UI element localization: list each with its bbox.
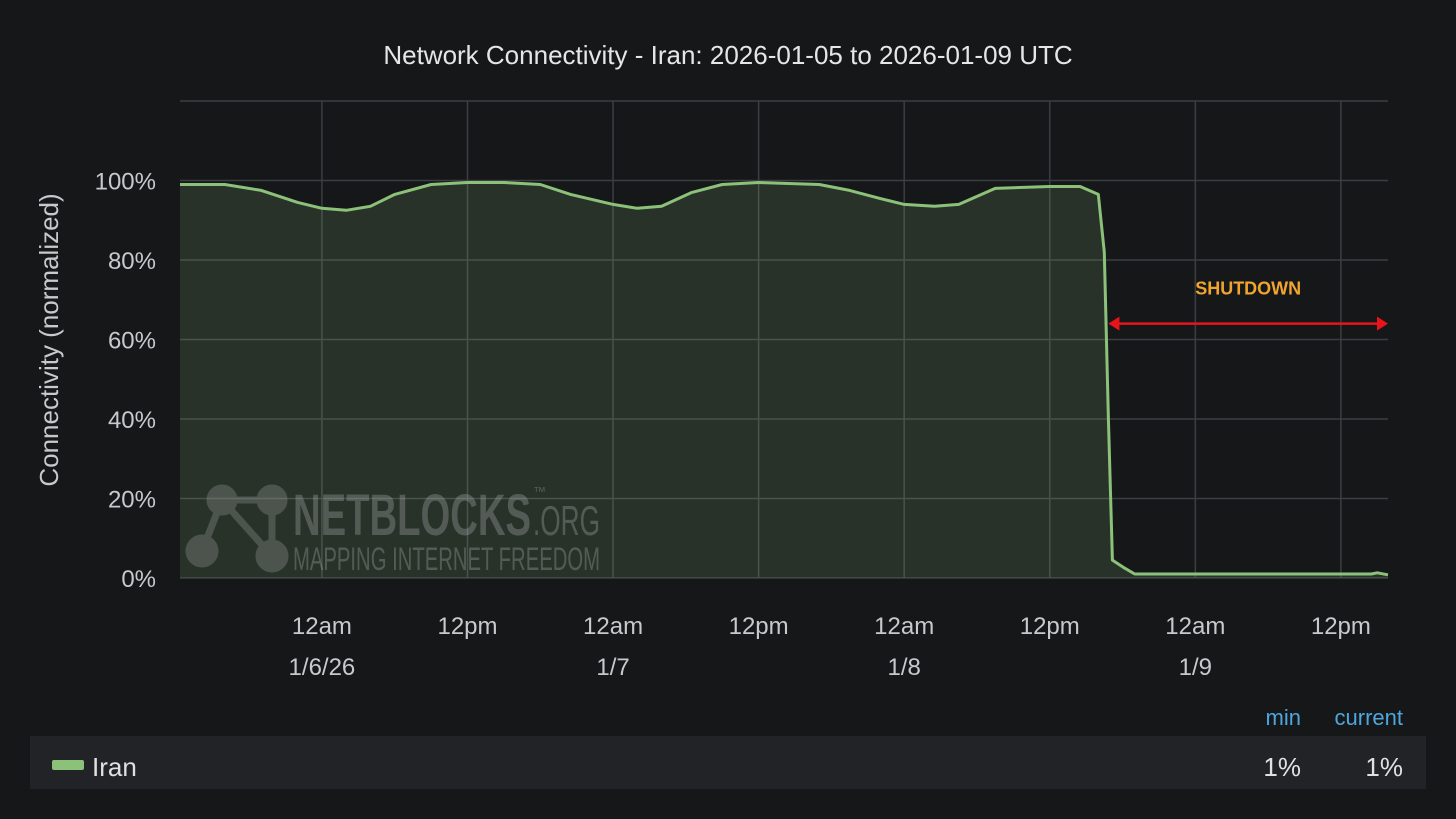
x-tick-label: 12am	[292, 613, 352, 640]
x-tick-label: 12am	[874, 613, 934, 640]
arrow-head	[1377, 316, 1388, 331]
x-tick-label: 1/9	[1179, 654, 1212, 681]
x-tick-label: 1/6/26	[289, 654, 356, 681]
x-tick-label: 12am	[583, 613, 643, 640]
annotation-text: SHUTDOWN	[1195, 279, 1301, 299]
area	[180, 182, 1388, 578]
watermark: NETBLOCKS .ORG ™ MAPPING INTERNET FREEDO…	[185, 483, 600, 577]
x-tick-label: 12am	[1165, 613, 1225, 640]
y-tick-label: 40%	[108, 407, 156, 434]
chart-title: Network Connectivity - Iran: 2026-01-05 …	[383, 40, 1072, 70]
legend-label: Iran	[92, 752, 137, 782]
y-tick-label: 60%	[108, 328, 156, 355]
x-tick-label: 12pm	[729, 613, 789, 640]
watermark-suffix: .ORG	[533, 497, 600, 544]
watermark-name: NETBLOCKS	[293, 483, 531, 548]
y-tick-label: 100%	[95, 169, 156, 196]
x-tick-label: 12pm	[1020, 613, 1080, 640]
legend-value: 1%	[1263, 752, 1301, 782]
x-tick-label: 12pm	[1311, 613, 1371, 640]
x-tick-label: 12pm	[437, 613, 497, 640]
y-axis-label: Connectivity (normalized)	[34, 193, 64, 486]
watermark-mark: ™	[533, 484, 546, 499]
legend-value: 1%	[1365, 752, 1403, 782]
legend-row	[30, 736, 1426, 789]
y-tick-label: 0%	[121, 566, 156, 593]
watermark-tagline: MAPPING INTERNET FREEDOM	[293, 541, 600, 577]
y-tick-label: 20%	[108, 487, 156, 514]
x-tick-label: 1/8	[888, 654, 921, 681]
line	[180, 181, 1389, 577]
legend-header: min	[1266, 705, 1301, 730]
y-tick-label: 80%	[108, 248, 156, 275]
arrow-head	[1108, 316, 1120, 331]
x-tick-label: 1/7	[596, 654, 629, 681]
legend-header: current	[1335, 705, 1403, 730]
legend-swatch	[52, 760, 84, 770]
